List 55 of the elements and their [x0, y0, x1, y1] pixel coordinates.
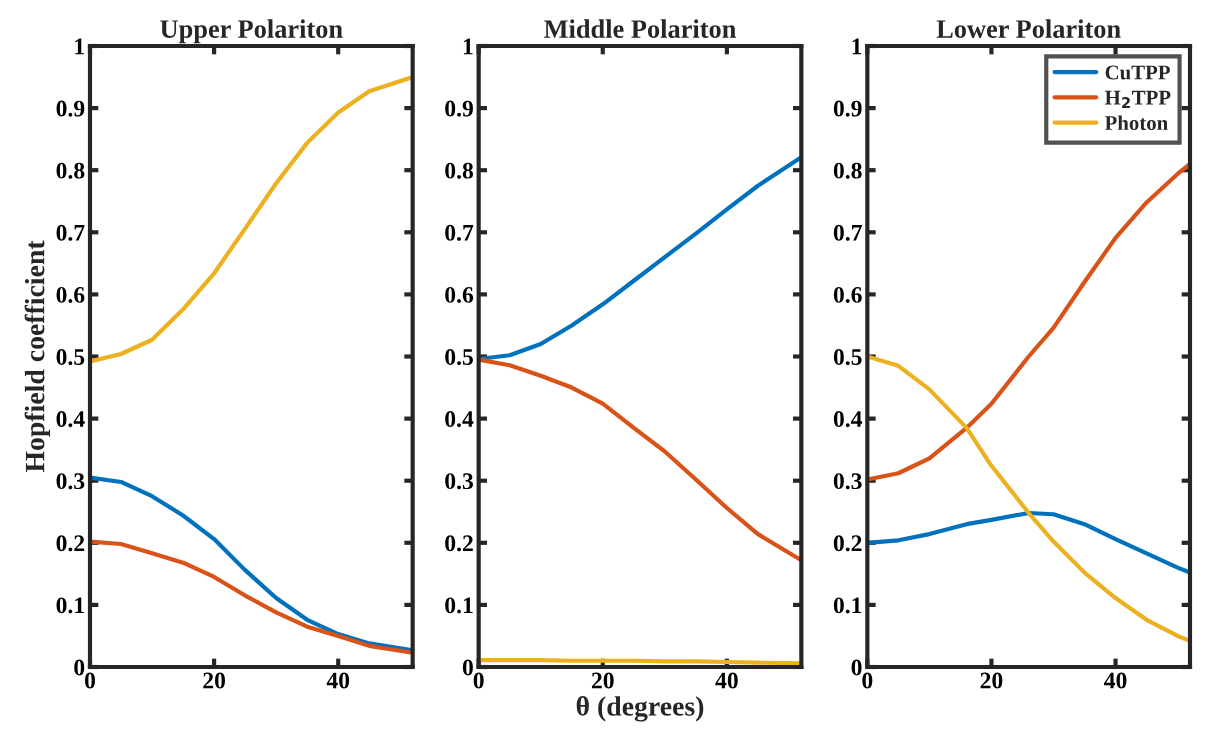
x-tick-label: 20 [980, 672, 1003, 689]
y-tick-label: 0.8 [445, 162, 474, 179]
y-tick-label: 0 [462, 659, 473, 676]
y-tick-label: 0.1 [56, 597, 84, 614]
line-series [90, 74, 413, 364]
line-series [478, 155, 802, 362]
y-tick-label: 0.9 [56, 100, 85, 117]
y-tick-label: 0.7 [56, 224, 85, 241]
y-tick-label: 0.1 [833, 597, 862, 614]
y-tick-label: 0.9 [833, 100, 862, 117]
y-tick-label: 0 [74, 659, 85, 676]
y-tick-label: 0.7 [445, 224, 474, 241]
y-tick-label: 0 [851, 659, 862, 676]
y-tick-label: 0.9 [445, 100, 473, 117]
line-series [867, 510, 1190, 575]
y-tick-label: 1 [75, 38, 84, 55]
line-series [90, 475, 413, 653]
x-tick-label: 40 [1104, 672, 1127, 689]
y-tick-label: 0.4 [56, 411, 85, 428]
line-series [867, 354, 1190, 644]
y-tick-label: 0.1 [445, 597, 473, 614]
chart-title: Lower Polariton [936, 19, 1121, 38]
y-tick-label: 0.6 [445, 286, 474, 303]
y-tick-label: 0.8 [56, 162, 85, 179]
y-tick-label: 0.8 [833, 162, 862, 179]
y-tick-label: 0.6 [833, 286, 862, 303]
x-tick-label: 40 [715, 672, 738, 689]
y-tick-label: 0.2 [833, 535, 862, 552]
y-tick-label: 0.4 [445, 411, 474, 428]
line-series [90, 539, 413, 655]
y-tick-label: 0.2 [56, 535, 85, 552]
y-tick-label: 0.5 [833, 348, 862, 366]
legend-label: CuTPP [1105, 65, 1170, 80]
y-tick-label: 0.4 [833, 411, 863, 428]
y-tick-label: 0.3 [445, 473, 473, 490]
y-tick-label: 0.5 [445, 348, 473, 366]
y-tick-label: 0.2 [445, 535, 473, 552]
y-tick-label: 1 [463, 38, 473, 55]
y-tick-label: 0.6 [56, 286, 85, 303]
y-tick-label: 0.3 [833, 473, 862, 490]
y-tick-label: 0.3 [56, 473, 85, 490]
x-tick-label: 40 [326, 672, 350, 689]
legend-label: H$_{2}$TPP [1104, 90, 1171, 108]
y-tick-label: 1 [852, 38, 862, 55]
chart-title: Upper Polariton [160, 19, 343, 44]
x-tick-label: 20 [203, 672, 226, 689]
line-series [867, 161, 1190, 482]
legend-label: Photon [1104, 115, 1168, 131]
x-axis-title: θ (degrees) [576, 696, 704, 722]
line-series [478, 357, 802, 563]
chart-title: Middle Polariton [544, 19, 736, 38]
y-tick-label: 0.5 [56, 348, 85, 366]
x-tick-label: 20 [591, 672, 614, 689]
y-axis-title: Hopfield coefficient [24, 240, 51, 473]
y-tick-label: 0.7 [833, 224, 862, 241]
